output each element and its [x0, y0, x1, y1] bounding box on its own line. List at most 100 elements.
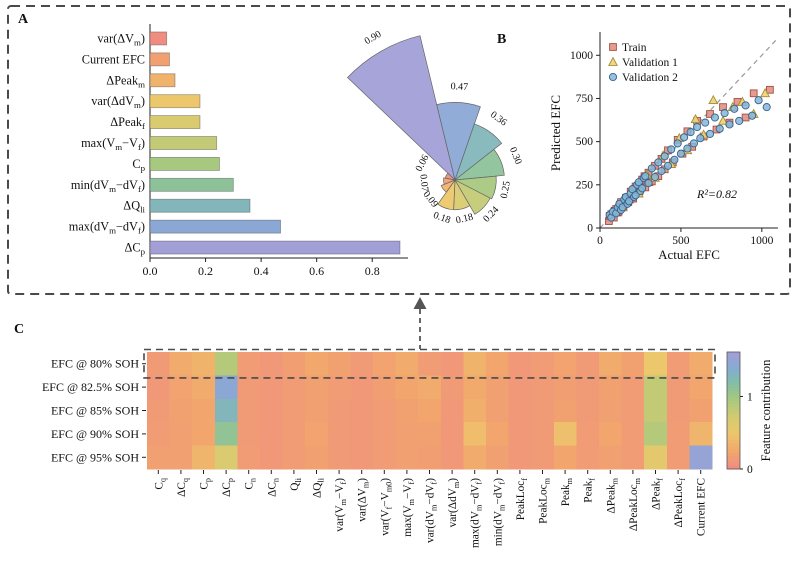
heatmap-cell	[214, 445, 238, 470]
heatmap-cell	[666, 445, 690, 470]
heatmap-cell	[147, 352, 171, 376]
colorbar-segment	[727, 433, 740, 438]
colorbar-segment	[727, 439, 740, 444]
heatmap-cell	[237, 352, 261, 376]
heatmap-cell	[689, 398, 713, 423]
scatter-point-square	[749, 89, 758, 98]
heatmap-row-label: EFC @ 90% SOH	[51, 427, 139, 441]
rose-wedge	[347, 35, 456, 182]
colorbar-segment	[727, 436, 740, 441]
colorbar-segment	[727, 397, 740, 402]
heatmap-cell	[576, 422, 600, 447]
scatter-point-circle	[715, 124, 724, 133]
heatmap-row-label: EFC @ 85% SOH	[51, 404, 139, 418]
scatter-point-triangle	[690, 113, 701, 124]
heatmap-cell	[553, 398, 577, 423]
scatter-point-circle	[663, 161, 673, 170]
heatmap-cell	[621, 398, 645, 423]
heatmap-col-label: max(Vm−Vf)	[402, 478, 416, 537]
heatmap-col-label: var(ΔdVm)	[447, 478, 461, 528]
heatmap-col-label: Cq	[153, 478, 167, 490]
heatmap-cell	[147, 398, 171, 423]
heatmap-cell	[214, 422, 238, 447]
colorbar-segment	[727, 446, 740, 451]
heatmap-cell	[644, 375, 668, 400]
heatmap-cell	[237, 398, 261, 423]
colorbar-segment	[727, 374, 740, 379]
heatmap-cell	[440, 445, 464, 470]
colorbar-segment	[727, 410, 740, 415]
bar	[149, 219, 281, 234]
rose-label: 0.47	[450, 81, 468, 93]
bar-x-tick-label: 0.4	[254, 264, 269, 278]
heatmap-cell	[237, 445, 261, 470]
scatter-point-triangle	[760, 87, 771, 98]
heatmap-cell	[305, 422, 329, 447]
colorbar-segment	[727, 426, 740, 431]
heatmap-cell	[508, 422, 532, 447]
heatmap-cell	[282, 422, 306, 447]
heatmap-cell	[147, 445, 171, 470]
heatmap-col-label: max(dVm−dVf)	[470, 478, 484, 548]
heatmap-col-label: ΔQli	[312, 477, 326, 498]
scatter-point-circle	[680, 133, 689, 142]
heatmap-cell	[599, 375, 623, 400]
bar-category-label: min(dVm−dVf)	[71, 178, 145, 194]
heatmap-cell	[192, 422, 216, 447]
bar	[149, 31, 168, 46]
panel-a-label: A	[18, 12, 29, 27]
heatmap-cell	[486, 422, 510, 447]
heatmap-cell	[327, 375, 351, 400]
heatmap-cell	[531, 352, 555, 376]
heatmap-cell	[418, 375, 442, 400]
heatmap-cell	[260, 352, 284, 376]
heatmap-cell	[486, 398, 510, 423]
heatmap-cell	[440, 352, 464, 376]
heatmap-cell	[169, 398, 193, 423]
heatmap-cell	[418, 352, 442, 376]
scatter-point-circle	[754, 96, 763, 105]
colorbar-segment	[727, 384, 740, 389]
scatter-point-circle	[683, 144, 692, 153]
bar-category-label: Cp	[132, 157, 145, 173]
heatmap-cell	[666, 352, 690, 376]
heatmap-cell	[373, 375, 397, 400]
heatmap-cell	[440, 422, 464, 447]
scatter-point-circle	[638, 184, 647, 193]
heatmap-cell	[508, 375, 532, 400]
heatmap-cell	[237, 375, 261, 400]
colorbar-segment	[727, 404, 740, 408]
heatmap-cell	[237, 422, 261, 447]
heatmap-cell	[576, 445, 600, 470]
heatmap-cell	[553, 422, 577, 447]
bar	[149, 177, 234, 192]
heatmap-cell	[260, 375, 284, 400]
colorbar-segment	[727, 378, 740, 382]
heatmap-cell	[418, 398, 442, 423]
rose-wedge	[454, 123, 503, 182]
heatmap-cell	[260, 445, 284, 470]
heatmap-cell	[350, 422, 374, 447]
colorbar-label: Feature contribution	[759, 359, 773, 461]
scatter-point-circle	[686, 128, 695, 137]
colorbar-segment	[727, 381, 740, 386]
heatmap-col-label: Cp	[199, 478, 213, 490]
scatter-point-circle	[696, 134, 705, 143]
colorbar-segment	[727, 449, 740, 454]
bar-x-tick-label: 0.2	[198, 264, 213, 278]
scatter-point-circle	[667, 145, 676, 154]
scatter-point-circle	[647, 164, 656, 173]
heatmap-cell	[418, 445, 442, 470]
heatmap-col-label: ΔCp	[221, 478, 235, 497]
heatmap-cell	[350, 352, 374, 376]
colorbar-segment	[727, 417, 740, 421]
legend-marker-circle	[608, 72, 618, 82]
bar	[149, 73, 176, 88]
heatmap-cell	[350, 375, 374, 400]
scatter-point-circle	[650, 172, 660, 182]
colorbar-segment	[727, 462, 740, 467]
colorbar-segment	[727, 413, 740, 418]
scatter-y-tick-label: 0	[587, 223, 593, 235]
heatmap-col-label: Qli	[289, 477, 303, 490]
